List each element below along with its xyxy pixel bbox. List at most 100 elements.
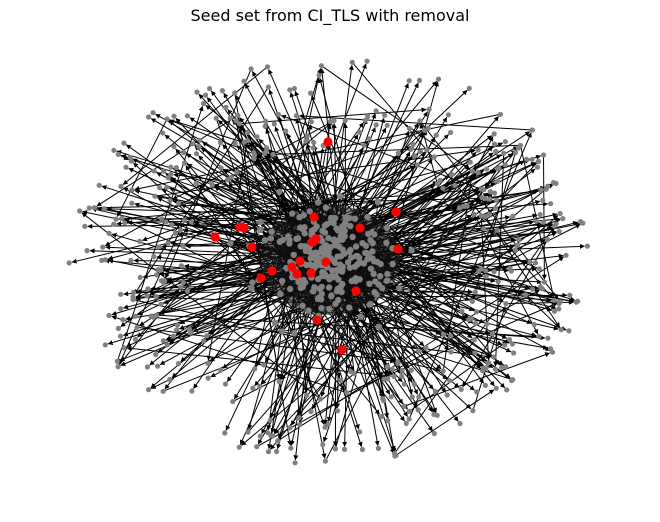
node [244, 137, 251, 143]
node [529, 127, 535, 133]
node [230, 398, 236, 405]
node [484, 321, 490, 327]
node [551, 297, 557, 303]
node [524, 156, 530, 162]
edge [116, 105, 204, 362]
node [384, 122, 390, 128]
node [318, 305, 325, 312]
node [510, 213, 516, 219]
node [132, 313, 138, 319]
node [533, 218, 540, 224]
node [558, 327, 564, 333]
node [176, 200, 182, 206]
node [193, 180, 199, 186]
node [168, 164, 174, 170]
node [364, 58, 370, 64]
node [250, 385, 256, 391]
node [96, 182, 102, 188]
node [556, 228, 562, 235]
node [435, 76, 442, 82]
node [348, 369, 354, 375]
edge [351, 62, 553, 299]
node [151, 254, 157, 260]
node [305, 307, 312, 314]
node [268, 228, 275, 235]
node [279, 277, 286, 285]
node [492, 366, 498, 372]
node [362, 117, 368, 123]
node [120, 317, 126, 323]
node [249, 279, 256, 286]
node [448, 349, 454, 355]
node [319, 272, 326, 279]
node [298, 242, 305, 250]
node [482, 213, 488, 219]
node [481, 187, 487, 193]
node [254, 134, 260, 140]
node [388, 394, 394, 400]
node [415, 407, 421, 413]
edge [133, 162, 259, 281]
node [322, 247, 330, 255]
node [484, 166, 490, 172]
node [416, 348, 422, 354]
figure-title: Seed set from CI_TLS with removal [190, 6, 470, 25]
edge [165, 288, 291, 341]
node [536, 333, 542, 340]
node [389, 260, 396, 268]
node [137, 274, 143, 280]
node [316, 72, 322, 78]
node [434, 181, 440, 187]
node [349, 59, 355, 65]
node [261, 237, 269, 244]
node [257, 433, 263, 439]
node [348, 254, 355, 261]
node [449, 171, 455, 178]
node [160, 130, 166, 136]
node [129, 200, 135, 206]
seed-node [351, 286, 361, 296]
seed-node [267, 266, 277, 276]
node [274, 448, 280, 455]
node [252, 366, 258, 372]
node [431, 430, 437, 437]
node [475, 147, 481, 153]
node [476, 268, 482, 274]
node [317, 396, 324, 402]
node [181, 150, 187, 156]
node [286, 285, 294, 293]
node [408, 247, 415, 254]
node [362, 242, 370, 249]
node [146, 387, 152, 393]
node [549, 349, 556, 355]
node [371, 289, 378, 296]
node [91, 205, 97, 211]
node [334, 253, 341, 260]
node [321, 222, 328, 229]
node [319, 237, 326, 245]
node [265, 449, 272, 455]
node [236, 444, 242, 450]
node [121, 345, 127, 351]
node [115, 364, 121, 370]
node [82, 223, 88, 229]
node [270, 151, 276, 158]
node [362, 249, 369, 257]
node [227, 115, 233, 121]
node [375, 281, 382, 288]
node [267, 417, 273, 424]
node [197, 137, 203, 143]
node [111, 221, 117, 227]
node [481, 226, 487, 232]
node [190, 141, 196, 147]
node [472, 320, 479, 326]
node [328, 292, 335, 299]
node [265, 84, 272, 90]
node [144, 364, 150, 370]
node [473, 309, 480, 315]
node [311, 284, 318, 291]
node [158, 267, 164, 273]
node [551, 308, 558, 314]
node [523, 292, 529, 298]
node [326, 305, 333, 313]
